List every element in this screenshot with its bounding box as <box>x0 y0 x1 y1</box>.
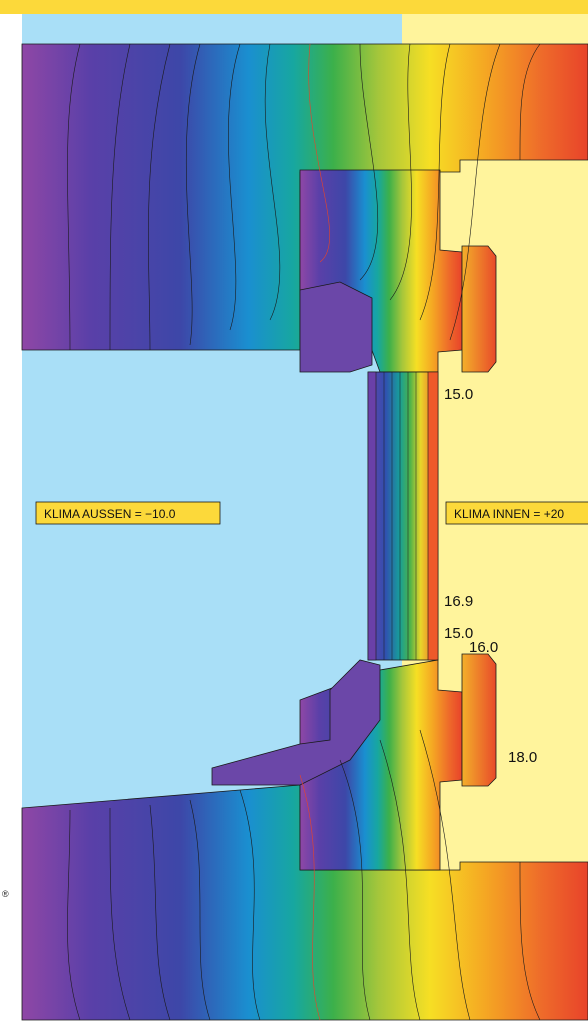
glazing-outer-pane <box>367 371 377 661</box>
isotherms-glazing <box>383 372 417 660</box>
lower-inner-seal <box>461 653 497 787</box>
upper-inner-seal <box>461 245 497 373</box>
temp-label-top: 15.0 <box>444 386 473 403</box>
klima-innen-label: KLIMA INNEN = +20 <box>454 507 564 521</box>
isotherms-lower <box>67 729 541 1021</box>
registered-mark: ® <box>2 889 9 899</box>
klima-aussen-label: KLIMA AUSSEN = −10.0 <box>44 507 176 521</box>
top-band <box>0 0 588 14</box>
upper-wall <box>21 43 588 351</box>
glazing-inner-pane <box>427 371 439 661</box>
glazing-unit <box>367 371 439 661</box>
temp-label-15-0-low: 15.0 <box>444 625 473 642</box>
temp-label-16-0: 16.0 <box>469 639 498 656</box>
lower-sill <box>211 659 381 786</box>
temp-label-16-9: 16.9 <box>444 593 473 610</box>
klima-aussen-box <box>35 501 221 525</box>
temp-label-18-0: 18.0 <box>508 749 537 766</box>
upper-sash <box>299 281 373 373</box>
klima-innen-box <box>445 501 588 525</box>
isotherms-upper <box>67 43 541 351</box>
